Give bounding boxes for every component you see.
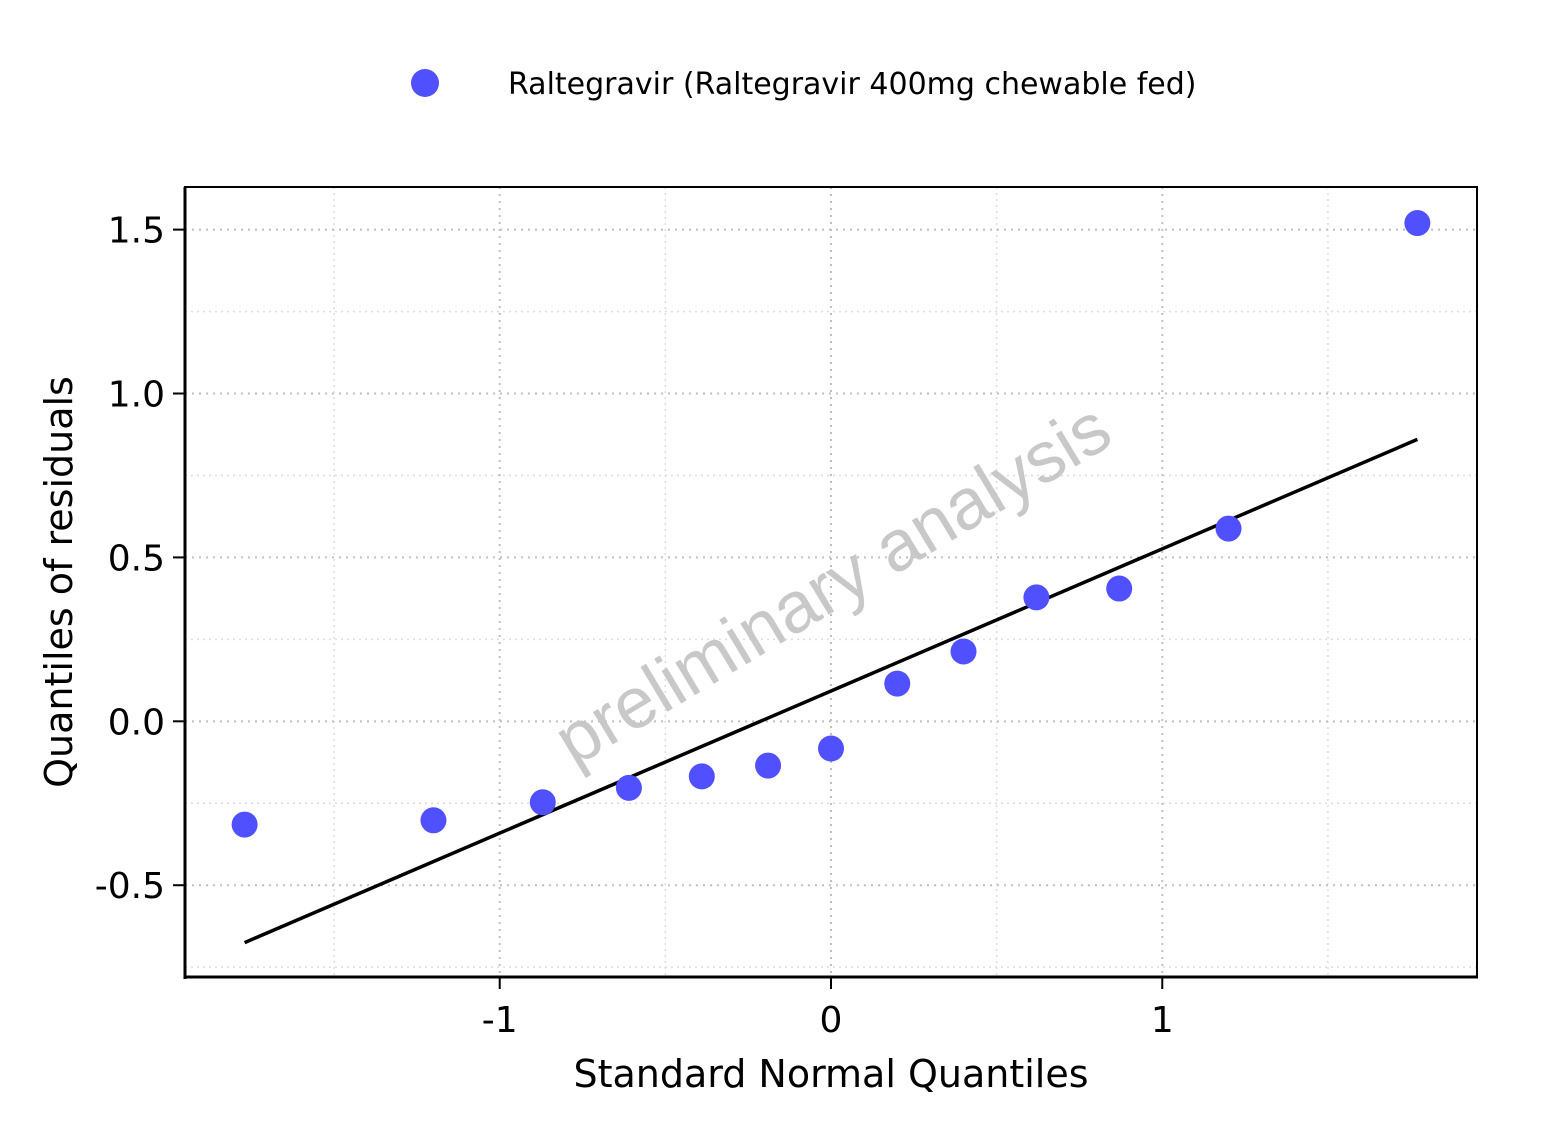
data-point bbox=[755, 752, 782, 779]
y-tick-label: 1.0 bbox=[108, 375, 165, 416]
y-tick-label: 0.0 bbox=[108, 702, 165, 743]
data-point bbox=[231, 811, 258, 838]
data-point bbox=[529, 789, 556, 816]
y-tick-label: 1.5 bbox=[108, 211, 165, 252]
y-tick-label: -0.5 bbox=[95, 866, 165, 907]
x-tick-label: 0 bbox=[820, 1000, 843, 1041]
data-point bbox=[1023, 584, 1050, 611]
data-point bbox=[950, 638, 977, 665]
data-point bbox=[420, 807, 447, 834]
data-point bbox=[1106, 575, 1133, 602]
x-axis-title: Standard Normal Quantiles bbox=[573, 1052, 1088, 1096]
data-point bbox=[688, 763, 715, 790]
legend-marker bbox=[411, 69, 439, 97]
data-point bbox=[884, 670, 911, 697]
x-tick-label: 1 bbox=[1151, 1000, 1174, 1041]
y-axis-title: Quantiles of residuals bbox=[37, 376, 81, 788]
data-point bbox=[1404, 210, 1431, 237]
y-tick-label: 0.5 bbox=[108, 538, 165, 579]
x-tick-label: -1 bbox=[482, 1000, 518, 1041]
data-point bbox=[615, 774, 642, 801]
legend-label: Raltegravir (Raltegravir 400mg chewable … bbox=[508, 67, 1196, 102]
data-point bbox=[1215, 515, 1242, 542]
data-point bbox=[818, 735, 844, 762]
